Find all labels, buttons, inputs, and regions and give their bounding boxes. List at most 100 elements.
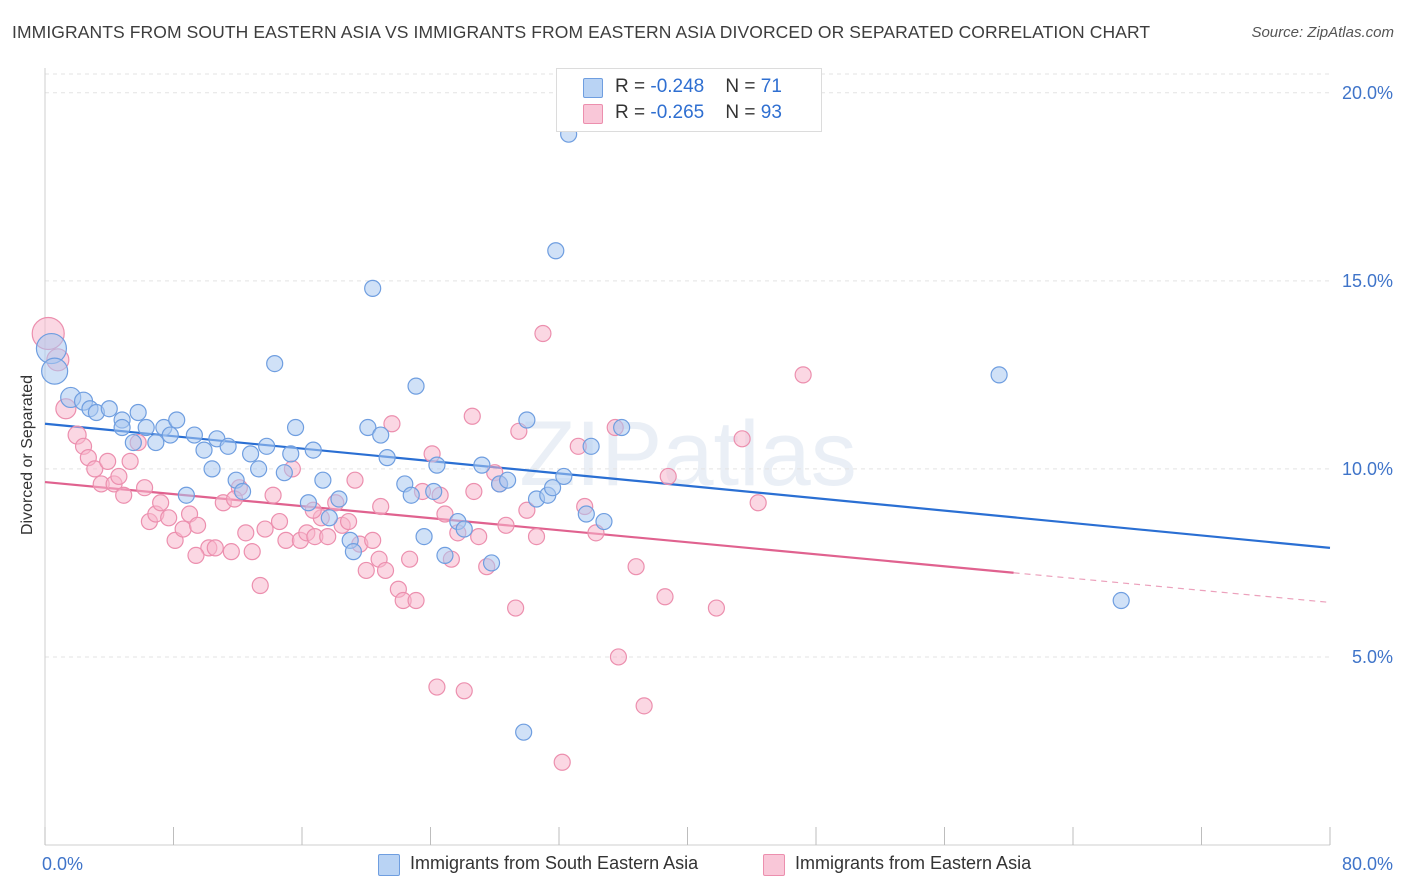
point-eastern-asia	[115, 486, 133, 504]
point-south-eastern-asia	[577, 505, 595, 523]
point-south-eastern-asia	[415, 527, 433, 546]
point-south-eastern-asia	[286, 418, 305, 437]
point-eastern-asia	[86, 460, 104, 478]
point-eastern-asia	[364, 531, 382, 549]
point-eastern-asia	[656, 588, 674, 606]
point-eastern-asia	[507, 599, 525, 617]
point-eastern-asia	[376, 561, 395, 580]
point-eastern-asia	[465, 482, 483, 501]
point-eastern-asia	[635, 697, 653, 715]
source-note: Source: ZipAtlas.com	[1251, 24, 1394, 41]
pink-swatch-icon	[583, 104, 603, 124]
point-eastern-asia	[497, 516, 515, 534]
data-points	[31, 125, 1130, 771]
r-label: R =	[615, 102, 651, 123]
point-south-eastern-asia	[990, 366, 1008, 384]
point-south-eastern-asia	[482, 554, 501, 572]
point-eastern-asia	[160, 509, 178, 527]
point-south-eastern-asia	[203, 460, 221, 478]
series-name: Immigrants from South Eastern Asia	[410, 853, 699, 873]
point-south-eastern-asia	[555, 467, 573, 486]
point-eastern-asia	[383, 415, 401, 433]
point-eastern-asia	[339, 512, 358, 531]
blue-swatch-icon	[378, 854, 400, 876]
point-south-eastern-asia	[100, 400, 118, 418]
r-label: R =	[615, 76, 651, 97]
point-south-eastern-asia	[242, 445, 260, 463]
point-south-eastern-asia	[282, 445, 300, 463]
point-eastern-asia	[794, 366, 812, 384]
point-south-eastern-asia	[344, 543, 362, 561]
point-eastern-asia	[270, 512, 289, 531]
point-south-eastern-asia	[177, 486, 195, 504]
y-tick-label: 5.0%	[1352, 647, 1393, 667]
point-eastern-asia	[372, 497, 390, 516]
point-south-eastern-asia	[613, 418, 631, 437]
point-eastern-asia	[251, 576, 269, 595]
n-value: 93	[760, 102, 782, 123]
point-south-eastern-asia	[364, 279, 382, 297]
blue-swatch-icon	[583, 78, 603, 98]
point-south-eastern-asia	[1112, 591, 1130, 610]
point-south-eastern-asia	[320, 509, 338, 527]
point-eastern-asia	[264, 486, 282, 504]
point-eastern-asia	[188, 516, 207, 534]
point-eastern-asia	[206, 539, 224, 557]
point-eastern-asia	[256, 520, 274, 538]
x-tick-label: 80.0%	[1342, 854, 1393, 874]
point-south-eastern-asia	[266, 354, 284, 373]
point-eastern-asia	[470, 527, 488, 546]
point-eastern-asia	[346, 471, 364, 489]
point-south-eastern-asia	[137, 418, 155, 437]
point-south-eastern-asia	[402, 486, 420, 504]
chart-title: IMMIGRANTS FROM SOUTH EASTERN ASIA VS IM…	[12, 22, 1151, 42]
point-south-eastern-asia	[195, 441, 213, 459]
point-eastern-asia	[428, 678, 446, 696]
point-eastern-asia	[609, 648, 628, 666]
y-tick-label: 20.0%	[1342, 83, 1393, 103]
point-south-eastern-asia	[582, 437, 600, 455]
point-south-eastern-asia	[129, 403, 147, 422]
point-eastern-asia	[277, 531, 295, 549]
point-eastern-asia	[463, 407, 481, 425]
r-value: -0.265	[650, 102, 705, 123]
point-south-eastern-asia	[378, 449, 396, 467]
point-eastern-asia	[627, 558, 645, 576]
point-eastern-asia	[237, 524, 255, 542]
point-eastern-asia	[518, 501, 536, 519]
point-eastern-asia	[319, 527, 337, 546]
correlation-legend: R = -0.248 N = 71 R = -0.265 N = 93	[556, 68, 822, 132]
y-tick-label: 15.0%	[1342, 271, 1393, 291]
point-south-eastern-asia	[428, 456, 446, 474]
point-south-eastern-asia	[299, 494, 318, 512]
point-south-eastern-asia	[547, 242, 565, 260]
point-south-eastern-asia	[425, 482, 443, 501]
axes	[44, 68, 1331, 846]
point-eastern-asia	[121, 452, 139, 470]
point-eastern-asia	[534, 324, 552, 343]
point-south-eastern-asia	[168, 411, 186, 429]
point-south-eastern-asia	[359, 418, 377, 437]
point-eastern-asia	[553, 753, 571, 771]
point-south-eastern-asia	[518, 411, 536, 429]
point-south-eastern-asia	[233, 482, 252, 501]
point-south-eastern-asia	[147, 433, 165, 452]
n-label: N =	[725, 76, 761, 97]
gridlines	[45, 73, 1330, 658]
point-south-eastern-asia	[407, 377, 425, 395]
point-eastern-asia	[527, 527, 546, 546]
point-eastern-asia	[152, 494, 170, 512]
point-south-eastern-asia	[499, 471, 517, 489]
point-eastern-asia	[659, 467, 677, 486]
watermark: ZIPatlas	[519, 403, 856, 505]
point-eastern-asia	[749, 494, 767, 512]
point-south-eastern-asia	[161, 426, 179, 444]
point-south-eastern-asia	[258, 437, 276, 455]
point-eastern-asia	[707, 599, 726, 617]
point-eastern-asia	[401, 550, 419, 568]
trend-line-eastern-asia	[44, 480, 1014, 574]
point-eastern-asia	[455, 682, 473, 700]
point-south-eastern-asia	[304, 441, 322, 459]
y-tick-label: 10.0%	[1342, 459, 1393, 479]
point-eastern-asia	[222, 543, 240, 561]
